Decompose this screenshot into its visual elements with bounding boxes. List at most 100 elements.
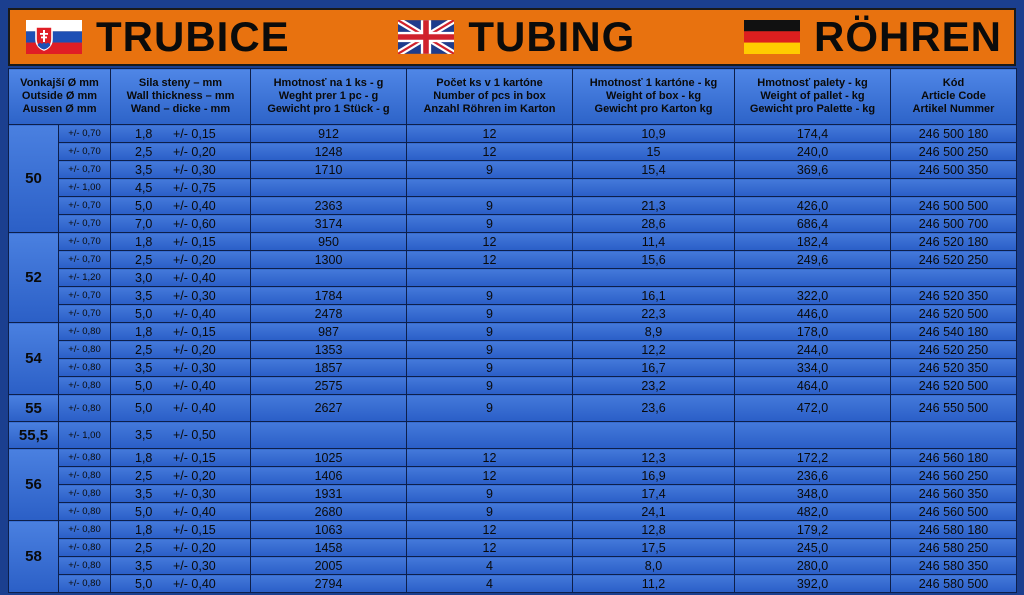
header-pallet-weight: Hmotnosť palety - kg Weight of pallet - … [734, 68, 891, 125]
article-code-cell: 246 580 350 [890, 556, 1017, 575]
article-code-cell: 246 580 180 [890, 520, 1017, 539]
box-weight-cell: 28,6 [572, 214, 735, 233]
article-code-cell: 246 550 500 [890, 394, 1017, 422]
pieces-per-box-cell: 4 [406, 574, 573, 593]
pallet-weight-cell [734, 178, 891, 197]
header-box-weight: Hmotnosť 1 kartóne - kg Weight of box - … [572, 68, 735, 125]
wall-thickness-cell: 3,5 +/- 0,30 [110, 160, 251, 179]
article-code-cell: 246 580 250 [890, 538, 1017, 557]
outside-diameter-cell: 58 [8, 520, 59, 593]
wall-tolerance-value: +/- 0,30 [173, 288, 216, 303]
wall-thickness-value: 2,5 [135, 252, 153, 267]
box-weight-cell: 24,1 [572, 502, 735, 521]
article-code-cell: 246 520 250 [890, 340, 1017, 359]
weight-per-piece-cell: 2478 [250, 304, 407, 323]
wall-thickness-cell: 5,0 +/- 0,40 [110, 376, 251, 395]
table-row: +/- 0,80 2,5 +/- 0,20 1353 9 12,2 244,0 246 520… [9, 340, 1017, 359]
article-code-cell: 246 500 250 [890, 142, 1017, 161]
weight-per-piece-cell: 1406 [250, 466, 407, 485]
wall-tolerance-value: +/- 0,40 [173, 576, 216, 591]
wall-tolerance-value: +/- 0,40 [173, 504, 216, 519]
weight-per-piece-cell: 2680 [250, 502, 407, 521]
pallet-weight-cell: 334,0 [734, 358, 891, 377]
header-line: Vonkajší Ø mm [20, 77, 99, 89]
diameter-tolerance-cell: +/- 1,20 [58, 268, 111, 287]
box-weight-cell: 12,3 [572, 448, 735, 467]
wall-thickness-value: 3,5 [135, 486, 153, 501]
article-code-cell: 246 560 250 [890, 466, 1017, 485]
pieces-per-box-cell: 12 [406, 466, 573, 485]
table-row: 55,5 +/- 1,00 3,5 +/- 0,50 [8, 421, 1017, 449]
article-code-cell: 246 580 500 [890, 574, 1017, 593]
box-weight-cell: 22,3 [572, 304, 735, 323]
article-code-cell: 246 500 180 [890, 124, 1017, 143]
header-pieces-per-box: Počet ks v 1 kartóne Number of pcs in bo… [406, 68, 573, 125]
diameter-tolerance-cell: +/- 0,70 [58, 250, 111, 269]
wall-thickness-value: 1,8 [135, 522, 153, 537]
diameter-tolerance-cell: +/- 0,80 [58, 502, 111, 521]
diameter-tolerance-cell: +/- 0,80 [58, 484, 111, 503]
wall-tolerance-value: +/- 0,30 [173, 162, 216, 177]
pieces-per-box-cell: 9 [406, 196, 573, 215]
diameter-tolerance-cell: +/- 0,80 [58, 322, 111, 341]
wall-thickness-cell: 5,0 +/- 0,40 [110, 502, 251, 521]
wall-tolerance-value: +/- 0,20 [173, 252, 216, 267]
table-row: 56 +/- 0,80 1,8 +/- 0,15 1025 12 12,3 172,2 246 … [8, 448, 1017, 521]
wall-thickness-value: 4,5 [135, 180, 153, 195]
wall-thickness-value: 3,5 [135, 428, 153, 442]
pallet-weight-cell: 182,4 [734, 232, 891, 251]
wall-thickness-value: 5,0 [135, 378, 153, 393]
table-row: 54 +/- 0,80 1,8 +/- 0,15 987 9 8,9 178,0 246 540… [8, 322, 1017, 395]
article-code-cell: 246 540 180 [890, 322, 1017, 341]
header-row: Vonkajší Ø mm Outside Ø mm Aussen Ø mm S… [8, 68, 1017, 125]
box-weight-cell: 23,6 [572, 394, 735, 422]
table-row: +/- 0,80 3,5 +/- 0,30 1931 9 17,4 348,0 246 560… [9, 484, 1017, 503]
wall-thickness-cell: 5,0 +/- 0,40 [110, 394, 251, 422]
wall-tolerance-value: +/- 0,20 [173, 342, 216, 357]
wall-tolerance-value: +/- 0,75 [173, 180, 216, 195]
weight-per-piece-cell: 1248 [250, 142, 407, 161]
header-line: Weight of pallet - kg [760, 90, 865, 102]
wall-thickness-value: 3,5 [135, 162, 153, 177]
outside-diameter-cell: 54 [8, 322, 59, 395]
wall-thickness-value: 7,0 [135, 216, 153, 231]
pieces-per-box-cell: 12 [406, 142, 573, 161]
table-row: +/- 1,00 4,5 +/- 0,75 [9, 178, 1017, 197]
outside-diameter-cell: 55,5 [8, 421, 59, 449]
diameter-tolerance-cell: +/- 0,70 [58, 196, 111, 215]
pieces-per-box-cell: 4 [406, 556, 573, 575]
weight-per-piece-cell: 2627 [250, 394, 407, 422]
table-row: +/- 0,80 2,5 +/- 0,20 1458 12 17,5 245,0 246 58… [9, 538, 1017, 557]
wall-thickness-cell: 1,8 +/- 0,15 [110, 124, 251, 143]
pieces-per-box-cell: 9 [406, 286, 573, 305]
outside-diameter-cell: 56 [8, 448, 59, 521]
weight-per-piece-cell: 2005 [250, 556, 407, 575]
table-row: +/- 0,80 2,5 +/- 0,20 1406 12 16,9 236,6 246 56… [9, 466, 1017, 485]
pieces-per-box-cell: 12 [406, 232, 573, 251]
pallet-weight-cell: 244,0 [734, 340, 891, 359]
diameter-tolerance-cell: +/- 0,70 [58, 286, 111, 305]
wall-tolerance-value: +/- 0,30 [173, 486, 216, 501]
weight-per-piece-cell: 1025 [250, 448, 407, 467]
header-line: Artikel Nummer [912, 103, 995, 115]
wall-thickness-cell: 2,5 +/- 0,20 [110, 250, 251, 269]
wall-tolerance-value: +/- 0,40 [173, 306, 216, 321]
article-code-cell: 246 520 180 [890, 232, 1017, 251]
weight-per-piece-cell: 1458 [250, 538, 407, 557]
weight-per-piece-cell: 1784 [250, 286, 407, 305]
pallet-weight-cell: 426,0 [734, 196, 891, 215]
weight-per-piece-cell [250, 421, 407, 449]
diameter-tolerance-cell: +/- 0,70 [58, 160, 111, 179]
header-line: Počet ks v 1 kartóne [436, 77, 543, 89]
table-row: +/- 0,70 7,0 +/- 0,60 3174 9 28,6 686,4 246 500… [9, 214, 1017, 233]
header-line: Hmotnosť na 1 ks - g [273, 77, 384, 89]
wall-tolerance-value: +/- 0,15 [173, 450, 216, 465]
pallet-weight-cell: 236,6 [734, 466, 891, 485]
header-line: Wall thickness – mm [126, 90, 235, 102]
wall-thickness-value: 3,5 [135, 558, 153, 573]
header-line: Wand – dicke - mm [130, 103, 231, 115]
article-code-cell: 246 560 350 [890, 484, 1017, 503]
wall-tolerance-value: +/- 0,20 [173, 468, 216, 483]
pallet-weight-cell: 240,0 [734, 142, 891, 161]
box-weight-cell: 12,2 [572, 340, 735, 359]
